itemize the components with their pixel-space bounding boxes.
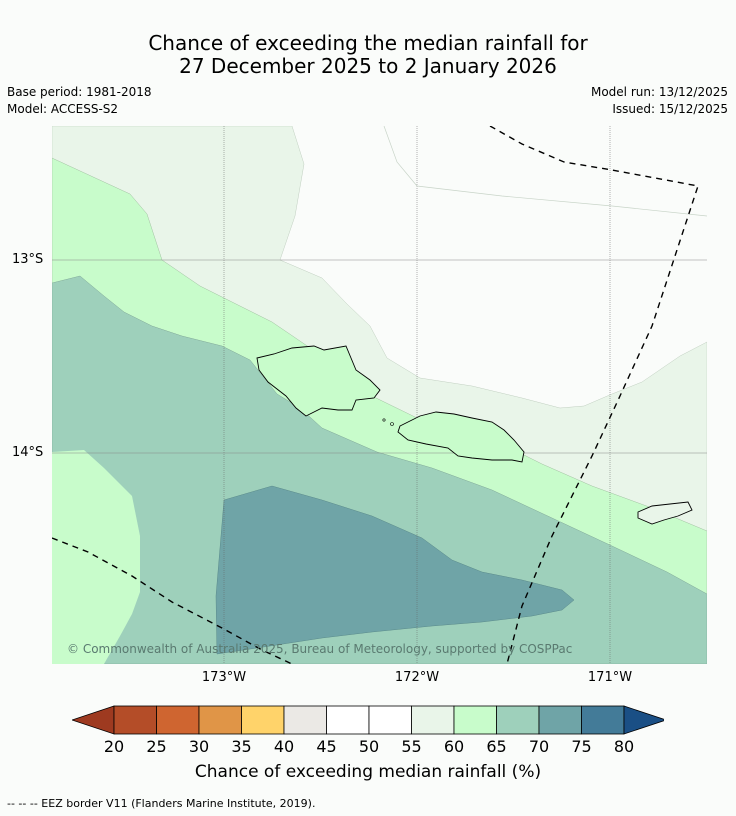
- colorbar-segment: [198, 705, 242, 735]
- colorbar-segment: [496, 705, 540, 735]
- eez-border-southwest: [52, 537, 293, 664]
- colorbar-tick-label: 40: [273, 737, 295, 756]
- colorbar-tick-label: 45: [316, 737, 337, 756]
- colorbar-extend-high: [623, 705, 664, 735]
- colorbar: [72, 705, 664, 735]
- colorbar-tick-label: 70: [528, 737, 550, 756]
- colorbar-tick-label: 75: [571, 737, 592, 756]
- colorbar-segment: [241, 705, 285, 735]
- parallels: [52, 259, 707, 454]
- map-svg: [52, 126, 707, 664]
- colorbar-segment: [368, 705, 412, 735]
- model-name: Model: ACCESS-S2: [7, 102, 119, 116]
- colorbar-extend-low: [72, 705, 115, 735]
- colorbar-tick-label: 25: [146, 737, 167, 756]
- colorbar-tick-label: 50: [358, 737, 380, 756]
- colorbar-segment: [411, 705, 455, 735]
- colorbar-tick-label: 65: [486, 737, 507, 756]
- lon-label-171w: 171°W: [587, 670, 633, 685]
- lat-label-13s: 13°S: [12, 252, 44, 267]
- model-run: Model run: 13/12/2025: [590, 85, 728, 99]
- colorbar-label: Chance of exceeding median rainfall (%): [194, 762, 542, 782]
- colorbar-segment: [113, 705, 157, 735]
- colorbar-tick-label: 60: [443, 737, 465, 756]
- islet-1: [382, 418, 386, 422]
- contour-line-north: [383, 126, 707, 217]
- colorbar-segment: [326, 705, 370, 735]
- islet-2: [390, 422, 394, 426]
- chart-title-line-1: Chance of exceeding the median rainfall …: [148, 31, 588, 55]
- colorbar-tick-label: 30: [188, 737, 210, 756]
- colorbar-tick-label: 55: [401, 737, 422, 756]
- colorbar-segment: [581, 705, 625, 735]
- island-savaii: [256, 345, 381, 417]
- eez-footnote: -- -- -- EEZ border V11 (Flanders Marine…: [7, 797, 316, 810]
- colorbar-segment: [283, 705, 327, 735]
- colorbar-tick-label: 80: [613, 737, 635, 756]
- colorbar-segment: [538, 705, 582, 735]
- island-upolu: [397, 411, 525, 463]
- lat-label-14s: 14°S: [12, 445, 44, 460]
- colorbar-tick-label: 20: [103, 737, 125, 756]
- colorbar-segment: [453, 705, 497, 735]
- issued-date: Issued: 15/12/2025: [612, 102, 728, 116]
- colorbar-segments: [72, 705, 664, 735]
- copyright-notice: © Commonwealth of Australia 2025, Bureau…: [67, 642, 573, 656]
- meta-left: Base period: 1981-2018 Model: ACCESS-S2: [7, 84, 152, 118]
- lon-label-173w: 173°W: [201, 670, 247, 685]
- zone-70-75: [52, 275, 707, 664]
- graticule: [223, 126, 611, 664]
- colorbar-segment: [156, 705, 200, 735]
- base-period: Base period: 1981-2018: [7, 85, 152, 99]
- colorbar-tick-label: 35: [231, 737, 252, 756]
- lon-label-172w: 172°W: [394, 670, 440, 685]
- rainfall-map: © Commonwealth of Australia 2025, Bureau…: [52, 126, 707, 664]
- meta-right: Model run: 13/12/2025 Issued: 15/12/2025: [591, 84, 728, 118]
- zone-75-80: [215, 485, 575, 655]
- chart-title-line-2: 27 December 2025 to 2 January 2026: [179, 54, 557, 78]
- eez-border-east: [489, 126, 699, 664]
- island-tutuila: [637, 501, 693, 525]
